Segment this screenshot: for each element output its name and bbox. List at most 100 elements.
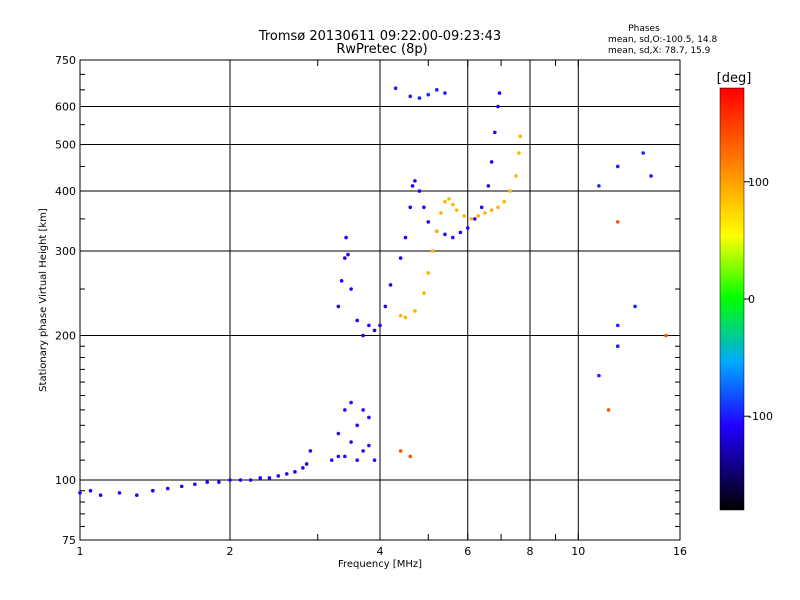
data-point (361, 449, 365, 453)
data-point (372, 328, 377, 333)
data-point (508, 189, 512, 193)
grid-lines (80, 60, 680, 540)
colorbar-tick-label: 0 (748, 293, 755, 306)
data-point (217, 480, 221, 484)
data-point (434, 229, 439, 233)
data-point (493, 130, 497, 135)
data-point (479, 205, 484, 210)
data-point (443, 91, 447, 95)
data-point (88, 488, 93, 493)
data-point (483, 211, 487, 215)
data-point (615, 323, 620, 328)
data-point (443, 199, 447, 204)
data-point (349, 287, 353, 291)
colorbar-tick-label: 100 (748, 176, 769, 189)
x-tick-label: 8 (527, 545, 534, 558)
data-point (517, 151, 521, 155)
phases-line-x: mean, sd,X: 78.7, 15.9 (608, 46, 711, 56)
y-tick-label: 400 (55, 185, 76, 198)
axis-tick-labels: 1 2 4 6 8 10 16 75 100 200 300 400 500 600 750 (55, 54, 687, 558)
data-point (664, 333, 668, 338)
data-point (443, 232, 447, 237)
data-point (434, 88, 439, 92)
data-point (496, 104, 500, 109)
x-axis-label: Frequency [MHz] (338, 559, 422, 570)
data-point (413, 309, 417, 313)
data-point (378, 323, 382, 328)
y-tick-label: 200 (55, 330, 76, 343)
data-point (615, 344, 620, 349)
data-point (304, 462, 309, 466)
x-tick-label: 4 (377, 545, 384, 558)
data-point (430, 249, 435, 253)
data-point (518, 134, 523, 139)
y-tick-label: 300 (55, 245, 76, 258)
data-point (408, 454, 413, 459)
y-tick-label: 100 (55, 474, 76, 487)
data-point (502, 199, 506, 204)
data-point (205, 480, 209, 484)
data-point (451, 235, 455, 240)
data-point (344, 235, 348, 240)
data-point (388, 283, 393, 287)
data-point (367, 415, 371, 420)
data-point (248, 478, 253, 482)
x-tick-label: 6 (464, 545, 471, 558)
data-point (641, 151, 646, 155)
y-tick-label: 600 (55, 101, 76, 114)
y-tick-label: 75 (62, 534, 76, 547)
data-point (426, 271, 431, 275)
data-point (403, 315, 408, 320)
x-tick-label: 16 (673, 545, 687, 558)
chart-subtitle: RwPretec (8p) (336, 42, 427, 57)
data-point (398, 449, 403, 453)
data-point (469, 217, 474, 221)
data-point (349, 440, 353, 444)
data-point (489, 208, 494, 212)
data-point (165, 486, 170, 491)
data-point (426, 92, 431, 97)
colorbar-tick-label: -100 (748, 410, 773, 423)
data-point (398, 256, 403, 260)
data-point (497, 91, 502, 95)
data-point (228, 478, 232, 482)
data-point (293, 470, 297, 474)
data-point (597, 184, 601, 188)
data-point (451, 202, 455, 207)
data-point (343, 256, 347, 260)
data-point (339, 279, 344, 283)
data-point (349, 400, 353, 405)
data-point (413, 179, 417, 183)
data-point (462, 214, 466, 218)
data-point (633, 304, 637, 309)
x-tick-label: 2 (227, 545, 234, 558)
data-point (98, 493, 103, 497)
data-point (410, 184, 415, 188)
data-point (336, 454, 341, 459)
data-point (408, 94, 413, 99)
data-point (343, 454, 347, 459)
data-point (329, 458, 334, 462)
data-point (476, 214, 481, 218)
data-point (151, 488, 155, 493)
data-point (408, 205, 413, 210)
data-point (301, 466, 305, 470)
x-tick-label: 1 (77, 545, 84, 558)
data-point (346, 252, 350, 257)
data-point (649, 174, 653, 178)
colorbar-label: [deg] (717, 71, 752, 86)
data-point (615, 220, 620, 224)
data-point (355, 318, 359, 323)
chart-title: Tromsø 20130611 09:22:00-09:23:43 (258, 29, 501, 44)
data-point (465, 226, 470, 230)
data-point (606, 408, 611, 412)
x-tick-label: 10 (571, 545, 585, 558)
data-point (473, 217, 477, 221)
data-point (355, 458, 359, 462)
data-point (336, 431, 341, 436)
y-tick-label: 500 (55, 139, 76, 152)
data-point (336, 304, 341, 309)
data-point (134, 493, 139, 497)
phases-title: Phases (628, 24, 660, 34)
